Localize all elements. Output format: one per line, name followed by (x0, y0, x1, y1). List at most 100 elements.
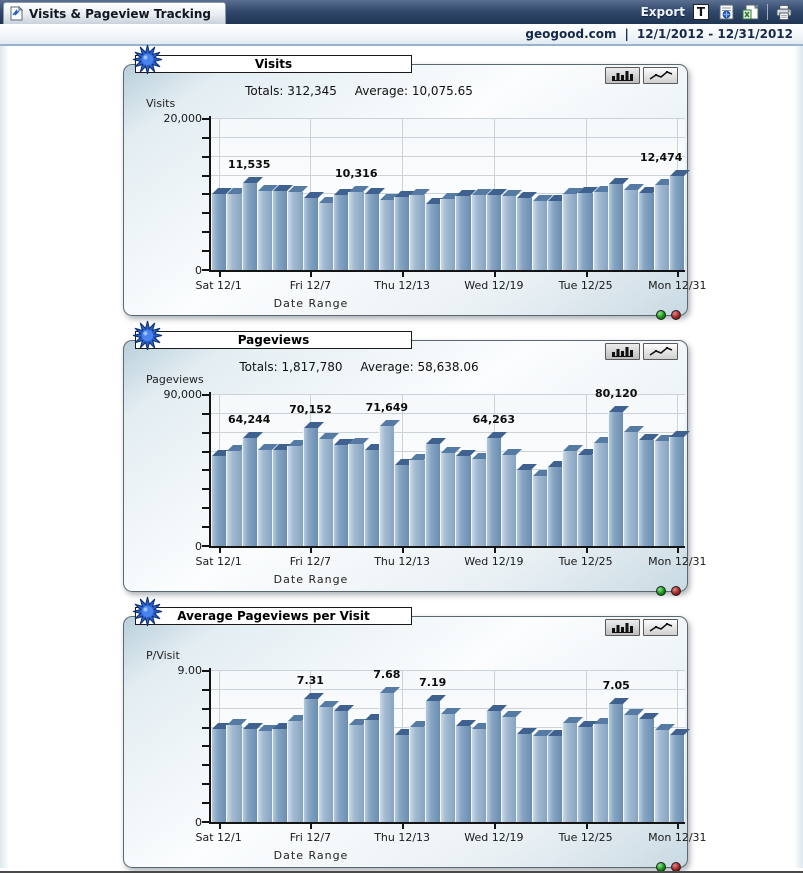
bar-12/23[interactable] (546, 201, 563, 270)
bar-12/13[interactable] (394, 465, 410, 546)
bar-12/24[interactable] (562, 451, 578, 546)
line-chart-view-button[interactable] (643, 343, 678, 360)
bar-12/2[interactable] (226, 725, 242, 822)
bar-12/6[interactable] (287, 192, 303, 270)
bar-12/20[interactable] (501, 455, 517, 546)
bar-12/11[interactable] (363, 450, 379, 546)
bar-12/28[interactable] (623, 432, 639, 546)
bar-12/24[interactable] (562, 723, 578, 822)
bar-12/9[interactable] (333, 445, 349, 546)
status-dot-green[interactable] (656, 862, 666, 871)
bar-12/15[interactable] (424, 444, 440, 546)
bar-12/14[interactable] (409, 195, 425, 270)
bar-12/2[interactable] (226, 194, 242, 270)
bar-12/22[interactable] (531, 736, 547, 822)
bar-12/31[interactable] (668, 176, 686, 270)
bar-12/25[interactable] (577, 727, 593, 822)
bar-12/25[interactable] (577, 193, 593, 270)
bar-12/18[interactable] (470, 729, 486, 822)
bar-12/4[interactable] (256, 731, 273, 822)
bar-12/3[interactable] (241, 438, 257, 546)
bar-12/28[interactable] (623, 715, 639, 822)
bar-12/11[interactable] (363, 720, 379, 822)
bar-12/21[interactable] (516, 470, 532, 546)
bar-12/7[interactable] (302, 428, 318, 546)
bar-12/21[interactable] (516, 734, 532, 822)
bar-12/16[interactable] (439, 453, 456, 546)
bar-12/17[interactable] (455, 196, 471, 270)
bar-12/18[interactable] (470, 195, 486, 270)
bar-12/7[interactable] (302, 699, 318, 822)
bar-12/2[interactable] (226, 451, 242, 546)
export-document-button[interactable] (717, 3, 735, 21)
bar-12/30[interactable] (653, 441, 669, 546)
bar-12/19[interactable] (485, 438, 502, 546)
bar-12/3[interactable] (241, 729, 257, 822)
export-text-button[interactable]: T (692, 3, 710, 21)
bar-12/9[interactable] (333, 711, 349, 822)
bar-12/6[interactable] (287, 721, 303, 822)
bar-12/31[interactable] (668, 437, 686, 546)
bar-12/5[interactable] (272, 450, 288, 546)
status-dot-red[interactable] (671, 586, 681, 596)
bar-12/26[interactable] (592, 192, 608, 270)
bar-12/5[interactable] (272, 729, 288, 822)
bar-12/1[interactable] (211, 729, 227, 822)
status-dot-red[interactable] (671, 862, 681, 871)
bar-chart-view-button[interactable] (605, 619, 640, 636)
bar-12/25[interactable] (577, 455, 593, 546)
bar-12/18[interactable] (470, 459, 486, 546)
bar-12/19[interactable] (485, 195, 502, 270)
status-dot-green[interactable] (656, 586, 666, 596)
bar-12/8[interactable] (317, 439, 334, 546)
bar-12/10[interactable] (348, 444, 364, 546)
bar-12/13[interactable] (394, 197, 410, 270)
bar-12/20[interactable] (501, 717, 517, 822)
bar-chart-view-button[interactable] (605, 343, 640, 360)
bar-12/26[interactable] (592, 443, 608, 546)
bar-12/10[interactable] (348, 725, 364, 822)
bar-12/29[interactable] (638, 440, 654, 546)
bar-12/27[interactable] (607, 184, 624, 270)
line-chart-view-button[interactable] (643, 619, 678, 636)
bar-12/4[interactable] (256, 191, 273, 270)
bar-12/4[interactable] (256, 450, 273, 546)
bar-12/15[interactable] (424, 204, 440, 270)
bar-12/28[interactable] (623, 190, 639, 270)
bar-12/29[interactable] (638, 719, 654, 822)
bar-12/19[interactable] (485, 711, 502, 822)
bar-12/13[interactable] (394, 735, 410, 822)
bar-12/21[interactable] (516, 198, 532, 270)
bar-12/8[interactable] (317, 203, 334, 270)
bar-12/5[interactable] (272, 191, 288, 270)
export-excel-button[interactable] (742, 3, 760, 21)
bar-12/16[interactable] (439, 199, 456, 270)
bar-12/1[interactable] (211, 194, 227, 270)
bar-12/26[interactable] (592, 724, 608, 822)
bar-12/8[interactable] (317, 707, 334, 822)
bar-12/1[interactable] (211, 456, 227, 546)
bar-12/12[interactable] (378, 200, 395, 270)
bar-12/12[interactable] (378, 693, 395, 822)
bar-12/7[interactable] (302, 198, 318, 270)
bar-12/24[interactable] (562, 194, 578, 270)
bar-12/6[interactable] (287, 446, 303, 546)
bar-12/9[interactable] (333, 195, 349, 270)
bar-12/30[interactable] (653, 730, 669, 822)
bar-12/22[interactable] (531, 201, 547, 270)
bar-12/17[interactable] (455, 456, 471, 546)
bar-12/27[interactable] (607, 704, 624, 822)
bar-12/16[interactable] (439, 714, 456, 822)
bar-12/3[interactable] (241, 183, 257, 270)
tab-visits-pageview-tracking[interactable]: Visits & Pageview Tracking (3, 2, 227, 24)
bar-12/27[interactable] (607, 412, 624, 546)
bar-12/30[interactable] (653, 185, 669, 270)
status-dot-red[interactable] (671, 310, 681, 320)
status-dot-green[interactable] (656, 310, 666, 320)
bar-12/23[interactable] (546, 736, 563, 822)
bar-12/22[interactable] (531, 476, 547, 546)
bar-12/20[interactable] (501, 196, 517, 270)
bar-12/12[interactable] (378, 426, 395, 546)
bar-12/29[interactable] (638, 193, 654, 270)
bar-12/11[interactable] (363, 194, 379, 270)
